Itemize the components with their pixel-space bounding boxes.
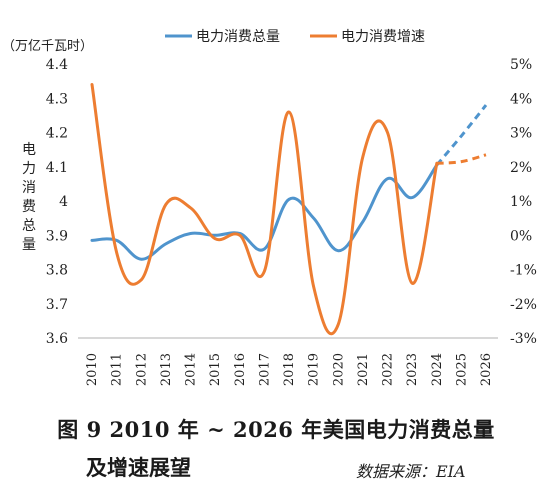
series-projection-consumption bbox=[435, 104, 488, 166]
x-tick-label: 2019 bbox=[307, 353, 322, 386]
y-left-tick-label: 4.3 bbox=[46, 91, 68, 107]
y-left-tick-label: 4.4 bbox=[46, 57, 68, 73]
y-right-tick-label: 3% bbox=[510, 126, 532, 142]
x-tick-label: 2012 bbox=[134, 353, 149, 386]
source-note: 数据来源：EIA bbox=[356, 462, 466, 481]
series-layer bbox=[90, 83, 488, 336]
series-line-consumption bbox=[90, 163, 439, 261]
y-left-tick-label: 3.7 bbox=[46, 297, 68, 313]
y-right-tick-label: 0% bbox=[510, 228, 532, 244]
legend-label-growth: 电力消费增速 bbox=[341, 29, 425, 45]
y-right-tick-label: -3% bbox=[510, 331, 537, 347]
figure-caption-line1: 图 9 2010 年 ~ 2026 年美国电力消费总量 bbox=[57, 417, 495, 442]
x-tick-label: 2016 bbox=[233, 353, 248, 386]
x-axis-ticks: 2010 2011 2012 2013 2014 2015 2016 2017 2018 2019… bbox=[85, 353, 494, 386]
x-tick-label: 2026 bbox=[479, 353, 494, 386]
x-tick-label: 2018 bbox=[282, 353, 297, 386]
series-line-growth bbox=[90, 83, 439, 336]
x-tick-label: 2013 bbox=[159, 353, 174, 386]
x-tick-label: 2025 bbox=[454, 353, 469, 386]
series-projection-growth bbox=[436, 153, 487, 165]
y-axis-left-ticks: 3.6 3.7 3.8 3.9 4 4.1 4.2 4.3 4.4 bbox=[46, 57, 68, 347]
legend: 电力消费总量 电力消费增速 bbox=[165, 29, 425, 45]
x-tick-label: 2023 bbox=[405, 353, 420, 386]
y-left-tick-label: 3.9 bbox=[46, 228, 68, 244]
y-right-tick-label: -2% bbox=[510, 297, 537, 313]
x-tick-label: 2010 bbox=[85, 353, 100, 386]
y-right-tick-label: 5% bbox=[510, 57, 532, 73]
x-tick-label: 2015 bbox=[208, 353, 223, 386]
y-right-tick-label: -1% bbox=[510, 263, 537, 279]
y-left-tick-label: 3.6 bbox=[46, 331, 68, 347]
y-right-tick-label: 1% bbox=[510, 194, 532, 210]
legend-label-consumption: 电力消费总量 bbox=[196, 29, 280, 45]
figure-caption-line2: 及增速展望 bbox=[86, 455, 191, 480]
x-tick-label: 2017 bbox=[257, 353, 272, 386]
y-left-tick-label: 4 bbox=[59, 194, 68, 210]
x-tick-label: 2022 bbox=[381, 353, 396, 386]
y-axis-right-ticks: -3% -2% -1% 0% 1% 2% 3% 4% 5% bbox=[510, 57, 537, 347]
y-right-tick-label: 2% bbox=[510, 160, 532, 176]
x-tick-label: 2014 bbox=[184, 353, 199, 386]
y-axis-label-left: 电力消费总量 bbox=[22, 142, 36, 253]
x-tick-label: 2020 bbox=[331, 353, 346, 386]
x-tick-label: 2024 bbox=[430, 353, 445, 386]
x-tick-label: 2021 bbox=[356, 353, 371, 386]
x-tick-label: 2011 bbox=[110, 353, 125, 386]
y-left-tick-label: 3.8 bbox=[46, 263, 68, 279]
y-left-tick-label: 4.2 bbox=[46, 126, 68, 142]
unit-label: （万亿千瓦时） bbox=[2, 39, 93, 54]
y-left-tick-label: 4.1 bbox=[46, 160, 68, 176]
y-right-tick-label: 4% bbox=[510, 91, 532, 107]
